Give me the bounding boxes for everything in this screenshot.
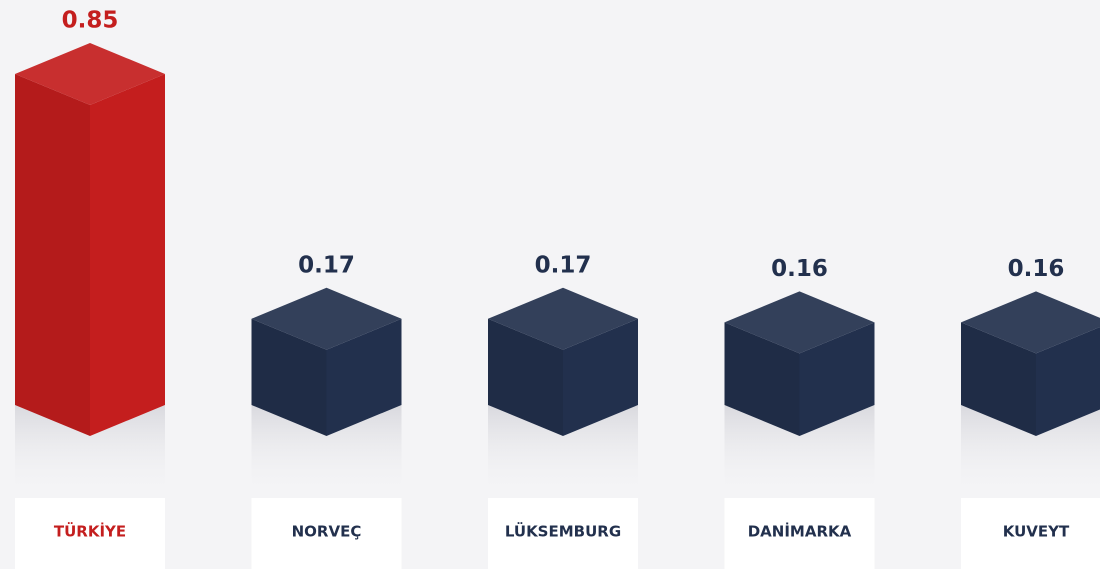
bar-reflection xyxy=(724,405,875,498)
bar-right-face xyxy=(90,74,165,436)
bar-left-shade xyxy=(961,322,1036,436)
bar-top-light xyxy=(15,43,165,105)
bar-left-face xyxy=(251,318,327,436)
bar-top-face xyxy=(724,291,875,354)
label-box xyxy=(724,498,875,569)
value-label: 0.16 xyxy=(771,256,828,282)
bar-top-face xyxy=(961,291,1100,354)
value-label: 0.17 xyxy=(298,252,355,278)
bar-left-shade xyxy=(15,74,90,436)
bar-left-face xyxy=(724,322,800,436)
bar-top-light xyxy=(724,291,875,354)
bar-top-light xyxy=(488,287,638,350)
bar-left-face xyxy=(488,318,563,436)
category-label: DANİMARKA xyxy=(748,522,852,541)
bar-left-face xyxy=(961,322,1036,436)
category-label: LÜKSEMBURG xyxy=(505,522,621,541)
label-box xyxy=(251,498,402,569)
bar-top-light xyxy=(251,287,402,350)
bar-right-face xyxy=(1036,326,1100,436)
bar-right-face xyxy=(326,318,402,436)
category-label: NORVEÇ xyxy=(292,523,362,541)
label-box xyxy=(15,498,165,569)
bar-top-light xyxy=(961,291,1100,354)
bar-top-face xyxy=(251,287,402,350)
bar-top-face xyxy=(15,43,165,105)
bar-reflection xyxy=(15,405,165,498)
bar-left-shade xyxy=(251,318,327,436)
bar-left-face xyxy=(15,74,90,436)
bar-top-face xyxy=(488,287,638,350)
value-label: 0.17 xyxy=(535,252,592,278)
label-box xyxy=(961,498,1100,569)
bar-right-face xyxy=(799,322,875,436)
bar-reflection xyxy=(961,405,1100,498)
value-label: 0.85 xyxy=(62,8,119,34)
category-label: TÜRKİYE xyxy=(54,522,126,541)
bar-right-face xyxy=(563,318,638,436)
category-label: KUVEYT xyxy=(1003,523,1070,541)
bar-left-shade xyxy=(724,322,800,436)
bar-reflection xyxy=(251,405,402,498)
value-label: 0.16 xyxy=(1008,256,1065,282)
label-box xyxy=(488,498,638,569)
bar-reflection xyxy=(488,405,638,498)
bar-left-shade xyxy=(488,318,563,436)
